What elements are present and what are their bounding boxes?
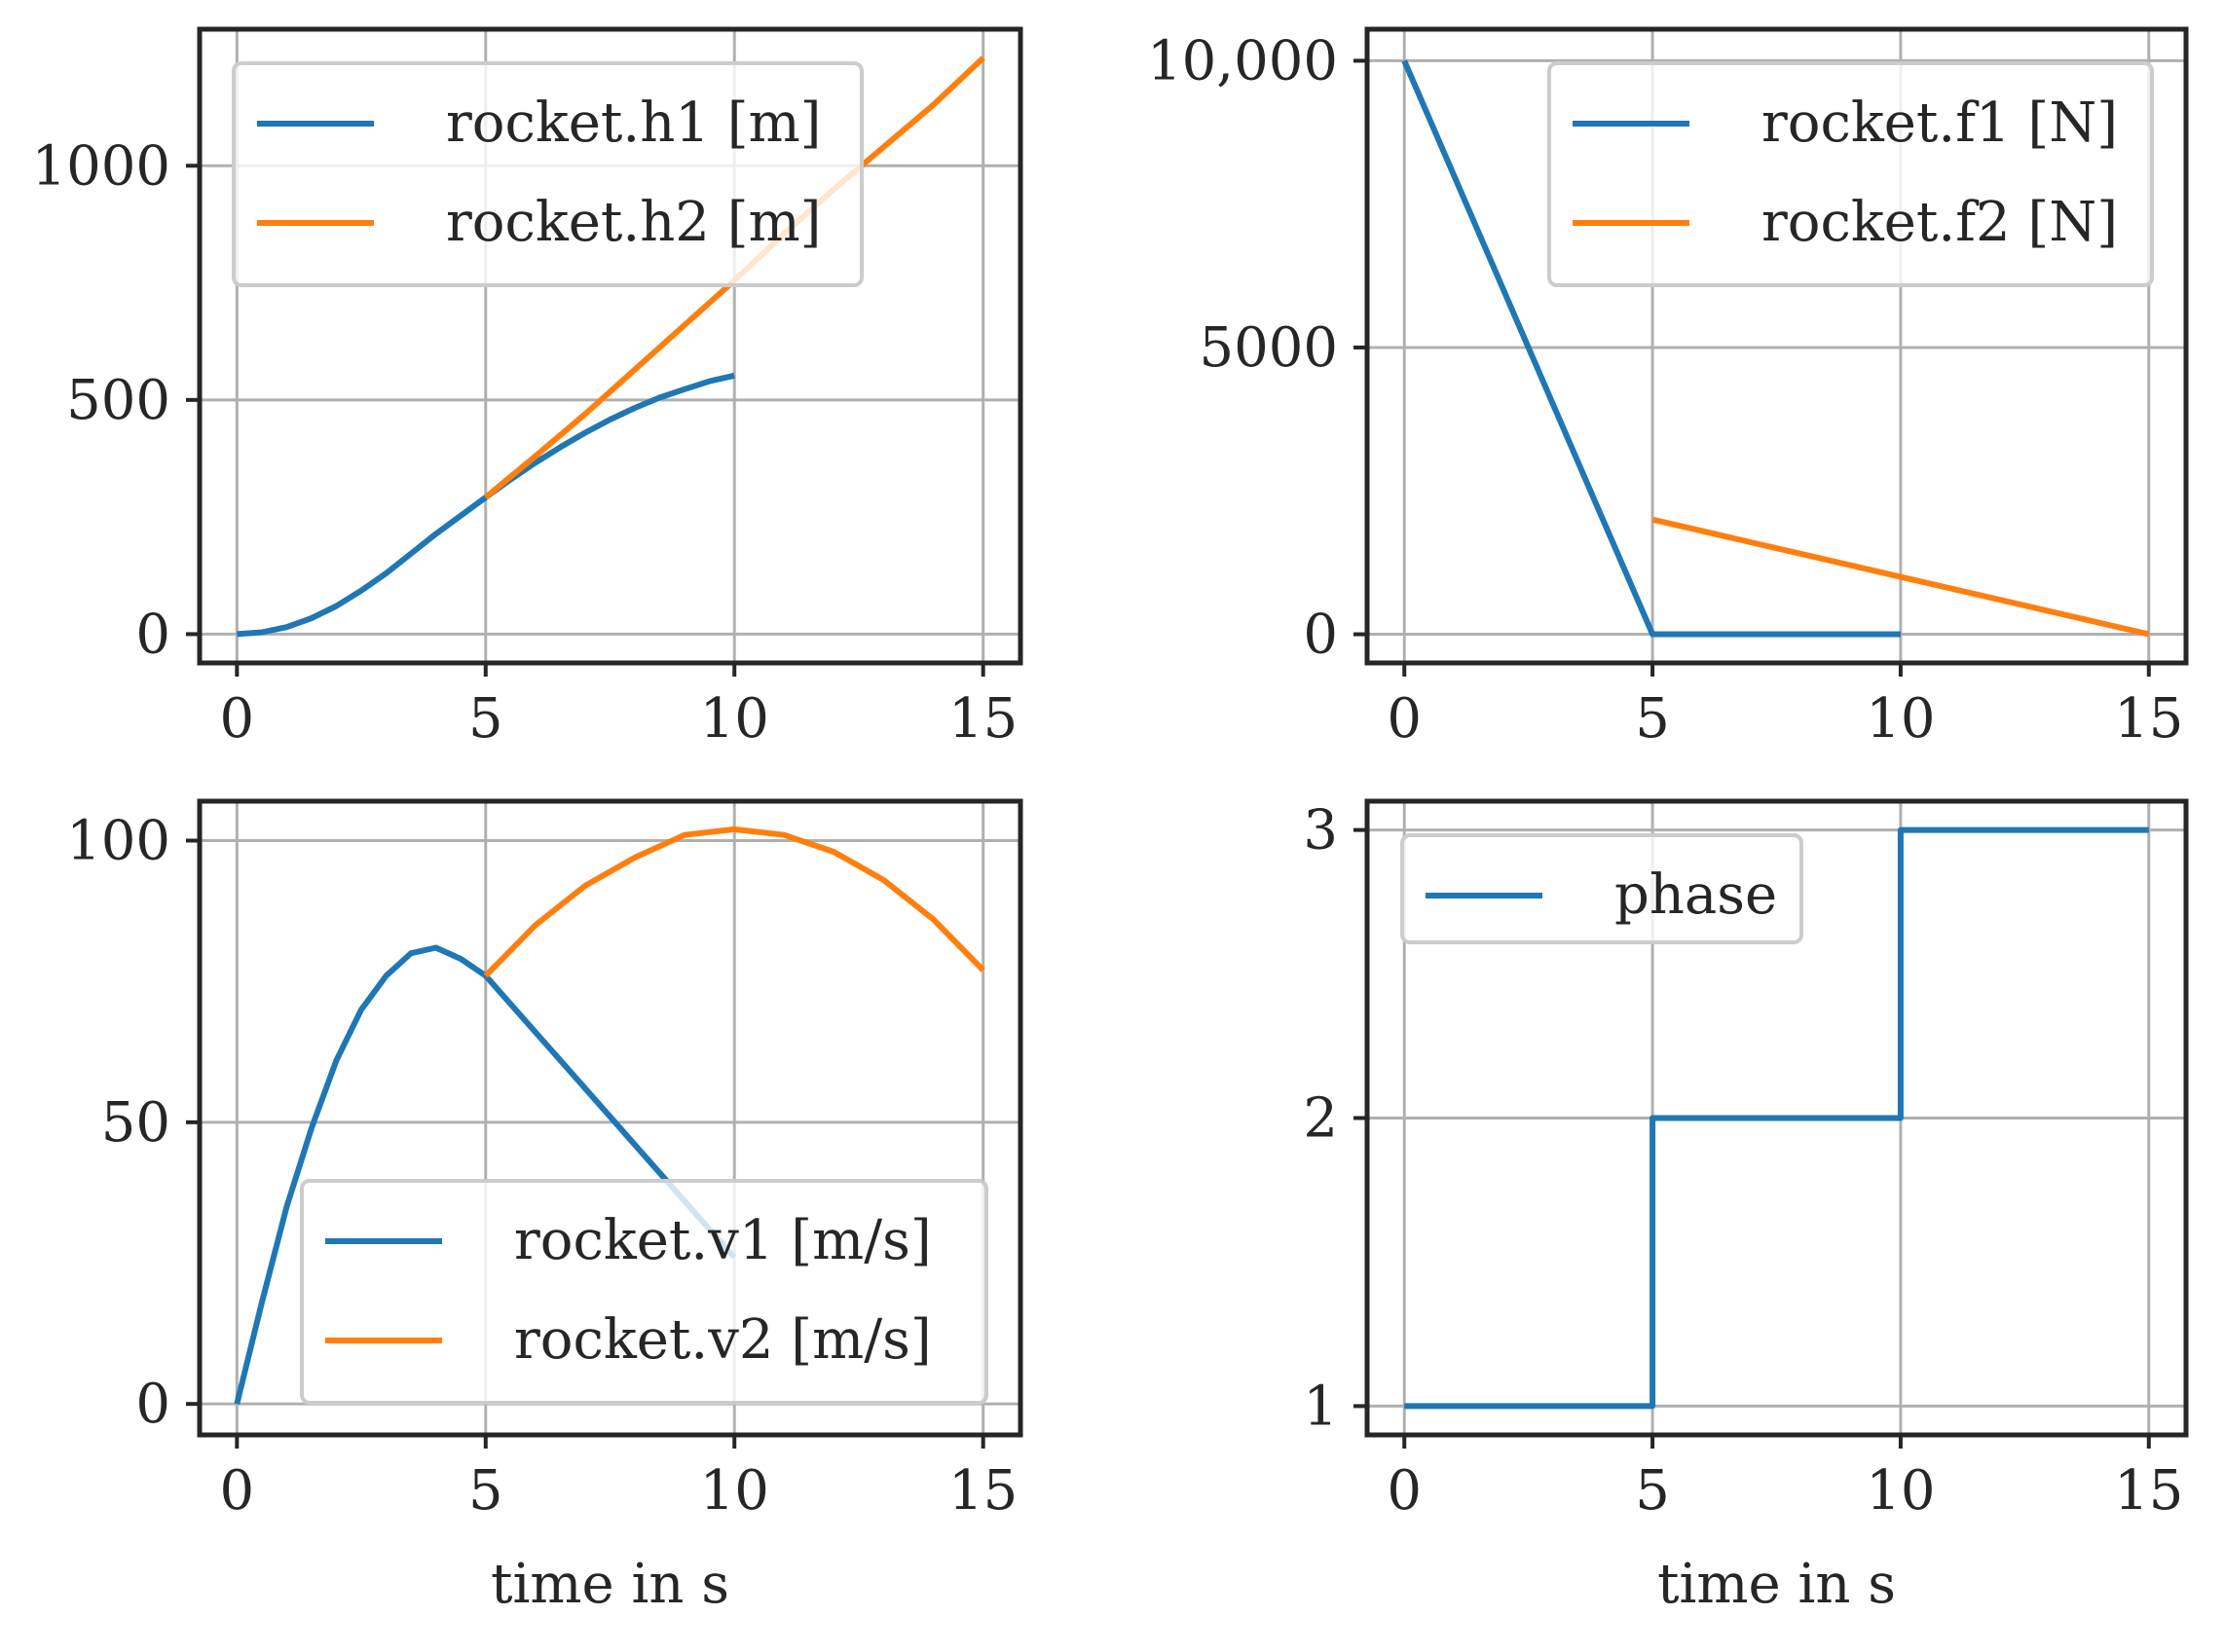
- x-tick-label: 15: [2114, 1459, 2183, 1523]
- legend: phase: [1400, 833, 1803, 944]
- series-line-2: [483, 826, 985, 978]
- y-tick-label: 5000: [1199, 316, 1338, 380]
- x-tick-label: 15: [948, 687, 1018, 751]
- y-tick-label: 3: [1303, 799, 1338, 863]
- y-tick-label: 500: [66, 369, 170, 432]
- x-tick-label: 10: [1866, 687, 1935, 751]
- x-tick-label: 15: [948, 1459, 1018, 1523]
- y-tick-label: 0: [135, 603, 170, 666]
- legend-box: [1547, 61, 2154, 287]
- chart-panel-1: 0 5 10 15 0 500 1000 rocket.h1 [m] rocket.h2 [m]: [31, 26, 1023, 751]
- x-tick-label: 5: [468, 687, 503, 751]
- axes-frame: [197, 26, 1023, 666]
- series-line-1: [1401, 59, 1901, 638]
- legend-label-2: rocket.f2 [N]: [1761, 191, 2118, 254]
- x-tick-label: 10: [700, 687, 769, 751]
- legend-box: [300, 1179, 988, 1405]
- y-tick-label: 0: [135, 1373, 170, 1436]
- legend-label-1: rocket.f1 [N]: [1761, 92, 2118, 155]
- legend-label-2: rocket.h2 [m]: [446, 191, 822, 254]
- y-tick-label: 1000: [31, 134, 170, 198]
- x-tick-label: 0: [219, 687, 254, 751]
- legend-label-1: phase: [1614, 863, 1777, 927]
- x-tick-label: 10: [700, 1459, 769, 1523]
- y-tick-label: 0: [1303, 604, 1338, 667]
- y-tick-label: 1: [1303, 1375, 1338, 1438]
- x-tick-label: 15: [2114, 687, 2183, 751]
- y-tick-label: 10,000: [1147, 29, 1338, 92]
- x-tick-label: 0: [1387, 687, 1422, 751]
- x-tick-label: 0: [219, 1459, 254, 1523]
- y-tick-label: 100: [66, 810, 170, 873]
- y-tick-label: 2: [1303, 1087, 1338, 1151]
- legend: rocket.v1 [m/s] rocket.v2 [m/s]: [300, 1179, 988, 1405]
- series-line-1: [234, 944, 737, 1405]
- chart-panel-2: 0 5 10 15 0 5000 10,000 rocket.f1 [N] rocket.f2 …: [1147, 26, 2189, 751]
- x-axis-label: time in s: [1657, 1553, 1896, 1616]
- chart-panel-4: 0 5 10 15 1 2 3 time in s phase: [1303, 798, 2189, 1616]
- y-tick-label: 50: [101, 1091, 170, 1155]
- legend-label-2: rocket.v2 [m/s]: [514, 1308, 932, 1372]
- x-tick-label: 10: [1866, 1459, 1935, 1523]
- series-line-1: [1404, 826, 2149, 1410]
- x-tick-label: 5: [1635, 687, 1670, 751]
- axes-frame: [197, 798, 1023, 1438]
- x-tick-label: 5: [1635, 1459, 1670, 1523]
- series-line-2: [1651, 516, 2150, 638]
- x-axis-label: time in s: [491, 1553, 729, 1616]
- x-tick-label: 0: [1387, 1459, 1422, 1523]
- legend-box: [232, 61, 864, 287]
- legend: rocket.f1 [N] rocket.f2 [N]: [1547, 61, 2154, 287]
- legend-box: [1400, 833, 1803, 944]
- legend-label-1: rocket.h1 [m]: [446, 92, 822, 155]
- x-tick-label: 5: [468, 1459, 503, 1523]
- legend: rocket.h1 [m] rocket.h2 [m]: [232, 61, 864, 287]
- legend-label-1: rocket.v1 [m/s]: [514, 1209, 932, 1272]
